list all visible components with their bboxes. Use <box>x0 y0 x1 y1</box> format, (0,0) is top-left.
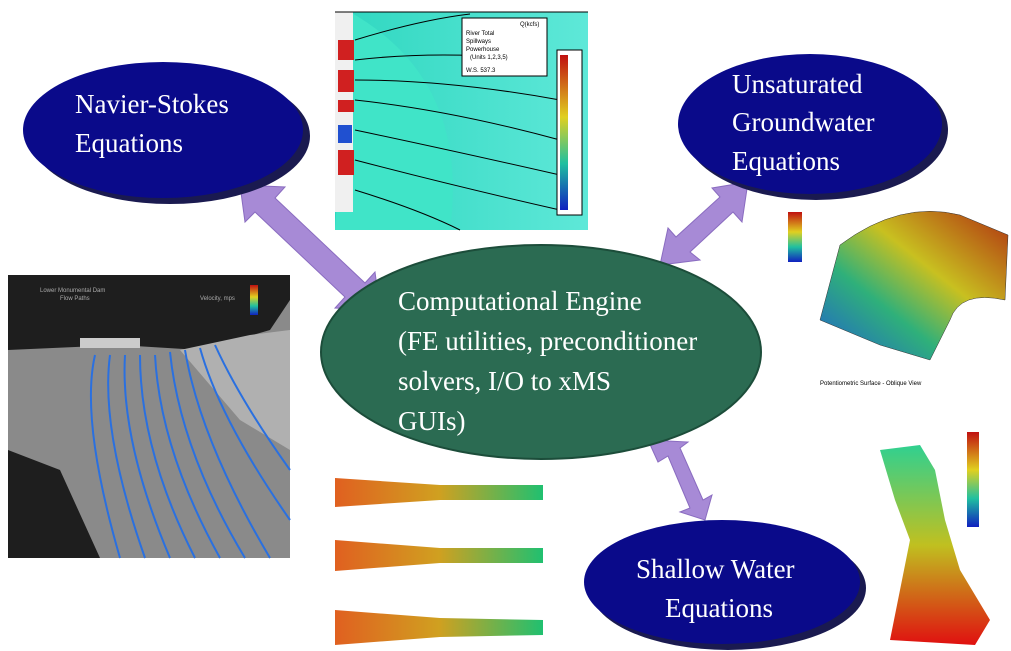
contour-image: Q(kcfs) River Total Spillways Powerhouse… <box>335 11 588 231</box>
river-map <box>880 432 990 645</box>
node-label: Equations <box>665 593 773 623</box>
node-label: Equations <box>732 146 840 176</box>
image-text: River Total <box>466 31 494 37</box>
node-shapes <box>23 54 948 650</box>
surface-image: Potentiometric Surface - Oblique View <box>788 211 1009 387</box>
node-label: Unsaturated <box>732 69 863 99</box>
image-text: W.S. 537.3 <box>466 68 496 74</box>
node-label: (FE utilities, preconditioner <box>398 326 697 356</box>
image-text: Flow Paths <box>60 296 90 302</box>
image-text: Q(kcfs) <box>520 22 539 28</box>
dam-image: Lower Monumental Dam Flow Paths Velocity… <box>8 275 291 559</box>
image-text: Powerhouse <box>466 47 500 53</box>
taper-plots <box>335 478 543 645</box>
node-labels: Navier-Stokes Equations Unsaturated Grou… <box>75 69 874 623</box>
image-text: Lower Monumental Dam <box>40 288 105 294</box>
arrows <box>239 181 749 521</box>
image-text: Velocity, mps <box>200 296 235 302</box>
node-label: Shallow Water <box>636 554 795 584</box>
node-label: solvers, I/O to xMS <box>398 366 611 396</box>
image-text: Spillways <box>466 39 491 45</box>
node-label: GUIs) <box>398 406 466 436</box>
node-label: Computational Engine <box>398 286 642 316</box>
image-text: (Units 1,2,3,5) <box>470 55 508 61</box>
image-text: Potentiometric Surface - Oblique View <box>820 381 922 387</box>
node-label: Equations <box>75 128 183 158</box>
node-label: Navier-Stokes <box>75 89 229 119</box>
node-label: Groundwater <box>732 107 874 137</box>
